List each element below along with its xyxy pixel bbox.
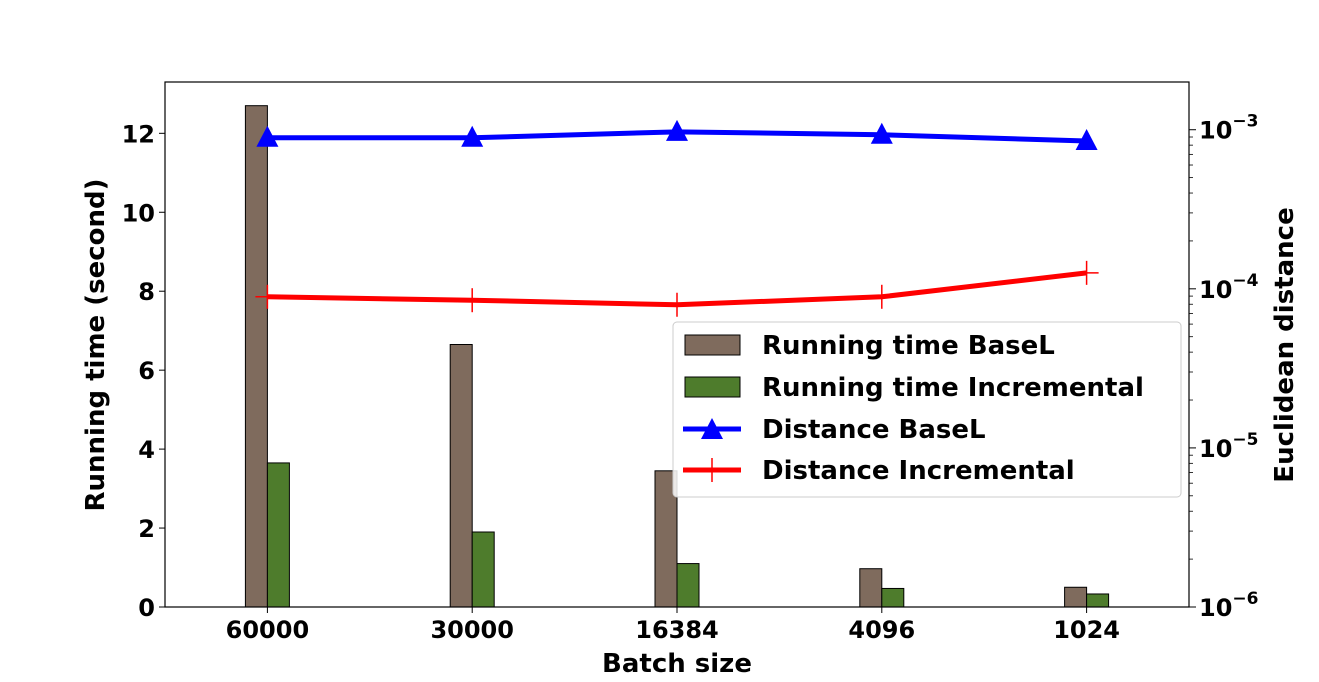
x-axis: 60000 30000 16384 4096 1024 xyxy=(226,607,1120,644)
legend-label-running-time-basel: Running time BaseL xyxy=(762,331,1055,361)
legend-marker-distance-basel xyxy=(701,418,723,439)
y2-tick-exponent: −6 xyxy=(1232,589,1258,609)
point-distance-incremental-1024 xyxy=(1074,260,1099,285)
legend-entry-running-time-basel: Running time BaseL xyxy=(684,331,1055,361)
y-tick-label-10: 10 xyxy=(122,199,155,227)
point-distance-basel-60000 xyxy=(256,125,279,147)
point-distance-basel-30000 xyxy=(461,125,484,147)
y2-tick-base: 10 xyxy=(1199,276,1232,304)
point-distance-incremental-60000 xyxy=(255,284,280,309)
legend-label-distance-basel: Distance BaseL xyxy=(762,415,986,445)
y-tick-label-8: 8 xyxy=(138,278,155,306)
legend-label-distance-incremental: Distance Incremental xyxy=(762,456,1075,486)
y2-tick-label-3: 10−3 xyxy=(1199,112,1258,145)
bar-running-time-incremental-1024 xyxy=(1086,593,1110,608)
y2-tick-exponent: −5 xyxy=(1232,430,1258,450)
bars-layer xyxy=(244,105,1110,608)
y-tick-label-0: 0 xyxy=(138,594,155,622)
y-tick-label-12: 12 xyxy=(122,120,155,148)
y-axis-right: 10−310−410−510−6 xyxy=(1189,112,1259,622)
y-tick-label-6: 6 xyxy=(138,357,155,385)
x-tick-label-16384: 16384 xyxy=(635,616,719,644)
legend-entry-distance-basel: Distance BaseL xyxy=(683,415,986,445)
y2-tick-label-4: 10−4 xyxy=(1199,271,1259,304)
point-distance-incremental-30000 xyxy=(460,288,485,313)
legend-box xyxy=(672,321,1182,498)
bar-running-time-incremental-30000 xyxy=(471,531,495,608)
y-axis-label: Running time (second) xyxy=(81,178,111,511)
y-tick-label-2: 2 xyxy=(138,515,155,543)
y2-tick-base: 10 xyxy=(1199,594,1232,622)
y2-tick-exponent: −3 xyxy=(1232,112,1258,132)
y2-tick-base: 10 xyxy=(1199,117,1232,145)
y2-tick-label-5: 10−5 xyxy=(1199,430,1258,463)
y2-axis-label: Euclidean distance xyxy=(1270,207,1300,482)
x-tick-label-60000: 60000 xyxy=(226,616,310,644)
point-distance-basel-16384 xyxy=(666,119,688,141)
x-tick-label-1024: 1024 xyxy=(1053,616,1120,644)
y2-tick-base: 10 xyxy=(1199,435,1232,463)
legend-swatch-running-time-basel xyxy=(684,334,741,356)
legend-entry-running-time-incremental: Running time Incremental xyxy=(684,373,1144,403)
y2-tick-label-6: 10−6 xyxy=(1199,589,1258,622)
lines-layer xyxy=(255,119,1099,317)
legend-entry-distance-incremental: Distance Incremental xyxy=(683,456,1075,486)
bar-running-time-basel-60000 xyxy=(244,105,268,608)
x-tick-label-4096: 4096 xyxy=(848,616,915,644)
point-distance-incremental-16384 xyxy=(665,292,689,317)
point-distance-basel-4096 xyxy=(870,122,893,144)
bar-running-time-basel-30000 xyxy=(449,344,473,608)
x-tick-label-30000: 30000 xyxy=(430,616,514,644)
bar-running-time-basel-1024 xyxy=(1064,586,1088,608)
legend: Running time BaseL Running time Incremen… xyxy=(672,321,1182,498)
bar-running-time-basel-4096 xyxy=(859,568,883,608)
legend-swatch-running-time-incremental xyxy=(684,376,741,398)
point-distance-incremental-4096 xyxy=(869,284,894,309)
y-axis-left: 0 2 4 6 8 10 12 xyxy=(122,120,165,622)
legend-label-running-time-incremental: Running time Incremental xyxy=(762,373,1144,403)
bar-running-time-incremental-16384 xyxy=(676,563,700,608)
bar-running-time-incremental-4096 xyxy=(881,587,905,608)
point-distance-basel-1024 xyxy=(1075,128,1098,150)
x-axis-label: Batch size xyxy=(602,649,752,679)
y2-tick-exponent: −4 xyxy=(1232,271,1258,291)
y-tick-label-4: 4 xyxy=(138,436,155,464)
bar-running-time-incremental-60000 xyxy=(266,462,290,608)
